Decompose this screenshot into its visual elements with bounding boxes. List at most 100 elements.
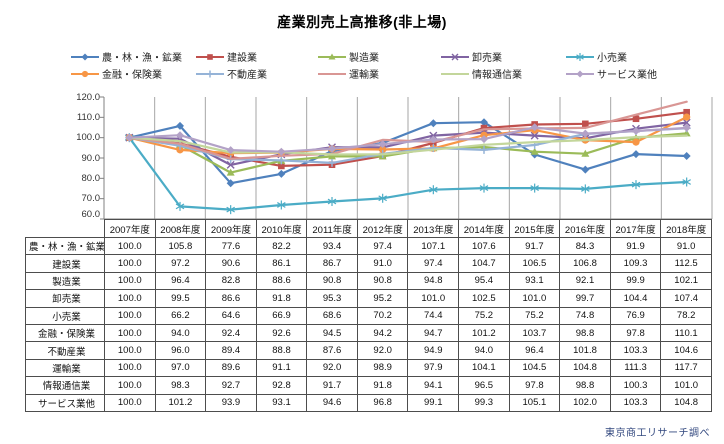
table-cell: 75.2 xyxy=(508,306,561,325)
table-cell: 102.5 xyxy=(458,289,510,308)
table-cell: 104.8 xyxy=(660,393,712,412)
table-cell: 101.0 xyxy=(407,289,460,308)
table-cell: 90.8 xyxy=(306,271,358,291)
table-cell: 104.6 xyxy=(660,341,712,360)
table-cell: 94.5 xyxy=(306,323,358,343)
legend-item: 卸売業 xyxy=(440,50,502,64)
table-cell: 101.2 xyxy=(458,323,510,343)
table-cell: 76.9 xyxy=(609,306,662,325)
table-cell: 97.4 xyxy=(356,236,409,256)
table-cell: 97.0 xyxy=(154,358,207,378)
y-axis-tick-label: 110.0 xyxy=(76,111,100,123)
table-cell: 93.1 xyxy=(255,393,308,412)
table-header-cell: 2013年度 xyxy=(407,219,460,238)
table-row-label: 不動産業 xyxy=(25,341,105,360)
table-header-cell: 2011年度 xyxy=(306,219,358,238)
table-row: 小売業 100.0 66.2 64.6 66.9 68.6 70.2 74.4 75.2 75.2… xyxy=(25,306,712,325)
table-cell: 84.3 xyxy=(559,236,611,256)
series-10 xyxy=(125,123,691,156)
table-cell: 100.0 xyxy=(104,289,156,308)
table-header-cell: 2016年度 xyxy=(559,219,611,238)
legend-item: 不動産業 xyxy=(195,67,267,81)
table-cell: 111.3 xyxy=(609,358,662,378)
table-cell: 105.8 xyxy=(154,236,207,256)
table-cell: 100.0 xyxy=(104,341,156,360)
table-cell: 92.4 xyxy=(205,323,257,343)
table-cell: 75.2 xyxy=(458,306,510,325)
legend-marker-icon xyxy=(566,70,594,77)
table-cell: 92.0 xyxy=(306,358,358,378)
table-cell: 96.4 xyxy=(154,271,207,291)
table-row: 情報通信業 100.0 98.3 92.7 92.8 91.7 91.8 94.1 96.5 97… xyxy=(25,376,712,395)
table-cell: 100.0 xyxy=(104,236,156,256)
legend-item: 小売業 xyxy=(565,50,627,64)
legend-marker-icon xyxy=(441,53,469,60)
table-cell: 97.4 xyxy=(407,254,460,273)
table-cell: 91.8 xyxy=(255,289,308,308)
table-header-cell: 2009年度 xyxy=(205,219,257,238)
table-cell: 89.4 xyxy=(205,341,257,360)
table-header-cell: 2015年度 xyxy=(508,219,561,238)
table-cell: 98.8 xyxy=(559,323,611,343)
table-cell: 96.8 xyxy=(356,393,409,412)
y-axis-tick-label: 70.0 xyxy=(81,193,101,205)
table-cell: 94.0 xyxy=(154,323,207,343)
table-cell: 94.0 xyxy=(458,341,510,360)
table-cell: 98.9 xyxy=(356,358,409,378)
table-cell: 97.8 xyxy=(609,323,662,343)
table-cell: 100.3 xyxy=(609,376,662,395)
table-row-label: 建設業 xyxy=(25,254,105,273)
legend-marker-icon xyxy=(71,70,99,77)
legend-item: サービス業他 xyxy=(565,67,657,81)
table-cell: 100.0 xyxy=(104,271,156,291)
y-axis-tick-label: 60.0 xyxy=(81,208,101,220)
legend-marker-icon xyxy=(196,53,224,60)
series-5 xyxy=(125,133,691,215)
table-header-cell: 2010年度 xyxy=(255,219,308,238)
table-header-row: 2007年度 2008年度 2009年度 2010年度 2011年度 2012年度 2013… xyxy=(25,219,712,238)
table-row: 農・林・漁・鉱業 100.0 105.8 77.6 82.2 93.4 97.4 107.1 1… xyxy=(25,236,712,256)
table-cell: 109.3 xyxy=(609,254,662,273)
table-cell: 91.9 xyxy=(609,236,662,256)
table-cell: 112.5 xyxy=(660,254,712,273)
table-cell: 70.2 xyxy=(356,306,409,325)
table-cell: 87.6 xyxy=(306,341,358,360)
table-cell: 100.0 xyxy=(104,358,156,378)
table-cell: 97.9 xyxy=(407,358,460,378)
table-cell: 102.1 xyxy=(660,271,712,291)
table-cell: 90.6 xyxy=(205,254,257,273)
table-cell: 91.0 xyxy=(660,236,712,256)
table-cell: 78.2 xyxy=(660,306,712,325)
table-cell: 94.9 xyxy=(407,341,460,360)
legend-label: 情報通信業 xyxy=(472,70,522,81)
table-cell: 90.8 xyxy=(356,271,409,291)
table-cell: 96.4 xyxy=(508,341,561,360)
table-cell: 94.2 xyxy=(356,323,409,343)
table-cell: 88.8 xyxy=(255,341,308,360)
table-cell: 93.1 xyxy=(508,271,561,291)
table-row: 製造業 100.0 96.4 82.8 88.6 90.8 90.8 94.8 95.4 93.1… xyxy=(25,271,712,291)
table-cell: 64.6 xyxy=(205,306,257,325)
source-credit: 東京商工リサーチ調べ xyxy=(605,428,710,439)
legend-label: 卸売業 xyxy=(472,53,502,64)
table-cell: 95.2 xyxy=(356,289,409,308)
legend-label: 農・林・漁・鉱業 xyxy=(102,53,182,64)
table-cell: 86.1 xyxy=(255,254,308,273)
table-row-label: 情報通信業 xyxy=(25,376,105,395)
table-row-label: 卸売業 xyxy=(25,289,105,308)
table-header-cell: 2014年度 xyxy=(458,219,510,238)
gridlines xyxy=(154,97,713,219)
table-cell: 91.1 xyxy=(255,358,308,378)
table-row-label: サービス業他 xyxy=(25,393,105,412)
table-row: 運輸業 100.0 97.0 89.6 91.1 92.0 98.9 97.9 104.1 104… xyxy=(25,358,712,378)
legend-item: 農・林・漁・鉱業 xyxy=(70,50,182,64)
table-cell: 96.5 xyxy=(458,376,510,395)
table-header-cell: 2017年度 xyxy=(609,219,662,238)
table-row: 金融・保険業 100.0 94.0 92.4 92.6 94.5 94.2 94.7 101.2… xyxy=(25,323,712,343)
legend-marker-icon xyxy=(196,70,224,77)
table-cell: 99.1 xyxy=(407,393,460,412)
table-cell: 92.0 xyxy=(356,341,409,360)
table-cell: 99.7 xyxy=(559,289,611,308)
legend-item: 製造業 xyxy=(317,50,379,64)
